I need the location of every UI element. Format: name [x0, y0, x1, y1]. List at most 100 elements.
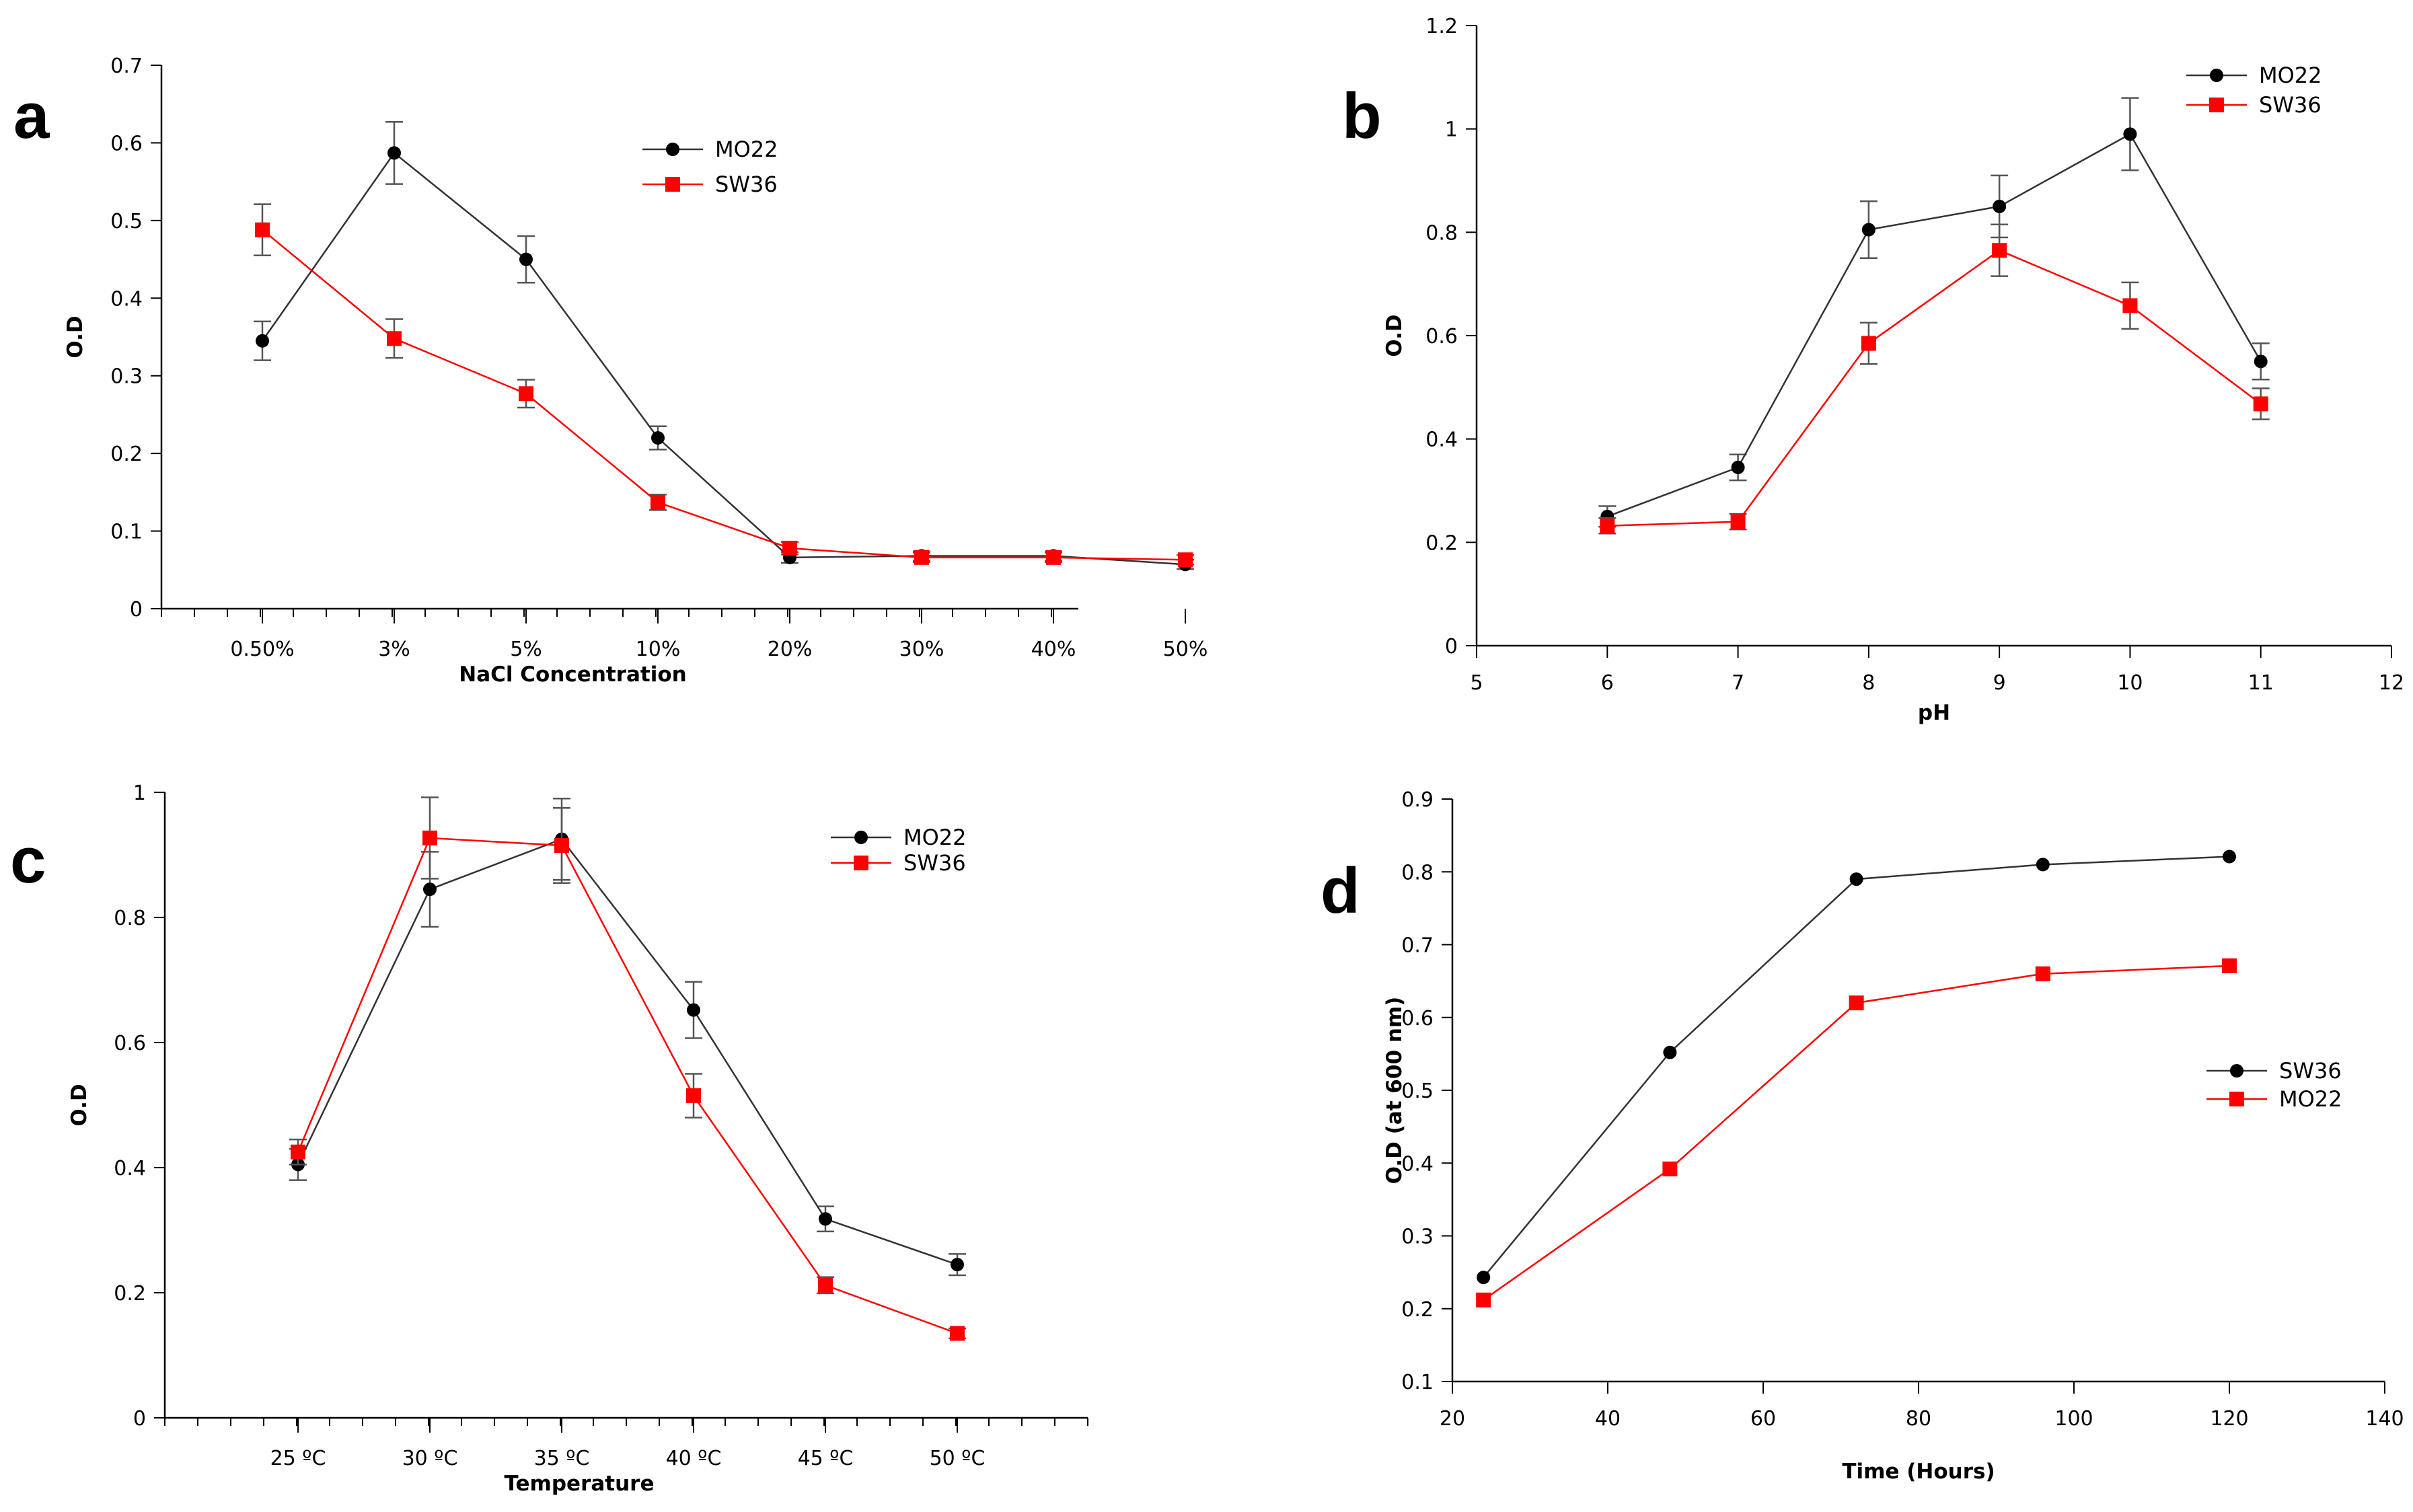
x-tick-label: 9 [1993, 671, 2006, 695]
panel-letter: b [1342, 80, 1382, 152]
data-point [1178, 552, 1193, 568]
data-point [818, 1277, 833, 1293]
y-tick-label: 0.9 [1401, 788, 1434, 812]
y-tick-label: 0.1 [1401, 1371, 1434, 1394]
data-point [519, 252, 533, 266]
data-point [686, 1088, 701, 1104]
x-tick-label: 11 [2248, 671, 2274, 695]
x-tick-label: 8 [1862, 671, 1875, 695]
y-tick-label: 1 [1445, 118, 1458, 142]
legend-label: MO22 [2259, 63, 2322, 88]
data-point [2123, 127, 2137, 141]
x-tick-label: 100 [2054, 1407, 2093, 1431]
y-axis-label: O.D [67, 1084, 91, 1126]
x-tick-label: 50% [1163, 638, 1208, 661]
data-point [914, 550, 929, 565]
y-tick-label: 0.2 [114, 1282, 146, 1306]
legend-label: SW36 [2259, 92, 2322, 118]
y-tick-label: 0 [130, 598, 143, 621]
data-point [1731, 460, 1745, 474]
y-tick-label: 0.3 [1401, 1225, 1434, 1249]
x-tick-label: 3% [378, 638, 410, 661]
series-line [262, 229, 1186, 561]
data-point [782, 540, 797, 556]
legend-marker [2210, 69, 2223, 82]
y-tick-label: 0.5 [1401, 1080, 1434, 1103]
data-point [651, 431, 665, 445]
legend-marker [2230, 1064, 2243, 1078]
series-MO22: MO22 [1476, 958, 2342, 1308]
x-tick-label: 140 [2365, 1407, 2404, 1431]
data-point [1600, 518, 1615, 533]
panel-letter: c [10, 825, 46, 897]
x-tick-label: 20 [1440, 1407, 1465, 1431]
legend-marker [2209, 98, 2224, 112]
y-axis-label: O.D (at 600 nm) [1382, 997, 1407, 1184]
data-point [1476, 1292, 1491, 1308]
x-tick-label: 60 [1750, 1407, 1776, 1431]
x-tick-label: 20% [768, 638, 813, 661]
data-point [423, 882, 437, 897]
data-point [1477, 1271, 1491, 1285]
y-tick-label: 1.2 [1425, 15, 1458, 38]
y-tick-label: 0.1 [110, 521, 143, 544]
data-point [2036, 858, 2050, 872]
panel-letter: d [1321, 855, 1360, 927]
series-line [297, 838, 958, 1266]
x-tick-label: 30 ºC [402, 1447, 458, 1470]
y-tick-label: 0.3 [110, 365, 143, 389]
legend-marker [854, 831, 868, 844]
y-axis-label: O.D [63, 315, 87, 358]
data-point [1861, 223, 1876, 237]
chart-panel-a: a 0 0.1 0.2 0.3 0.4 0.5 0.6 0.7 0.50% 3% 5% 10% 20% 30… [13, 54, 1208, 687]
legend-label: MO22 [903, 825, 967, 850]
y-tick-label: 0 [1445, 635, 1458, 658]
x-tick-label: 40 [1595, 1407, 1621, 1431]
legend-marker [665, 177, 680, 192]
data-point [2222, 958, 2237, 973]
data-point [1849, 872, 1863, 886]
x-axis-label: Time (Hours) [1842, 1460, 1995, 1484]
x-tick-label: 35 ºC [534, 1447, 590, 1470]
x-tick-label: 30% [899, 638, 944, 661]
y-tick-label: 0 [133, 1407, 146, 1431]
data-point [1849, 995, 1864, 1011]
x-tick-label: 10 [2117, 671, 2143, 695]
data-point [2223, 849, 2236, 864]
y-tick-label: 1 [133, 782, 146, 805]
y-tick-label: 0.2 [1401, 1298, 1434, 1322]
data-point [1663, 1045, 1677, 1059]
x-tick-label: 50 ºC [930, 1447, 986, 1470]
data-point [819, 1212, 832, 1226]
y-tick-label: 0.7 [1401, 934, 1434, 958]
series-line [297, 837, 958, 1334]
x-tick-label: 120 [2210, 1407, 2248, 1431]
y-tick-label: 0.4 [1401, 1152, 1434, 1176]
y-tick-label: 0.8 [114, 907, 146, 930]
y-tick-label: 0.2 [1425, 531, 1458, 555]
legend-label: MO22 [2279, 1086, 2342, 1112]
y-tick-label: 0.7 [110, 54, 143, 78]
series-line [1483, 856, 2230, 1279]
x-tick-label: 6 [1601, 671, 1614, 695]
data-point [291, 1144, 305, 1160]
data-point [651, 494, 665, 510]
x-tick-label: 12 [2379, 671, 2404, 695]
data-point [2253, 396, 2268, 412]
data-point [256, 334, 269, 348]
legend-label: MO22 [715, 137, 778, 162]
data-point [950, 1326, 965, 1341]
x-tick-label: 40 ºC [666, 1447, 722, 1470]
chart-panel-c: c 0 0.2 0.4 0.6 0.8 1 25 ºC 30 ºC 35 ºC 40 ºC 45 ºC… [10, 782, 1088, 1496]
x-tick-label: 10% [636, 638, 681, 661]
legend-marker [854, 856, 868, 870]
x-tick-label: 5% [510, 638, 542, 661]
series-SW36: SW36 [1598, 92, 2322, 535]
legend-label: SW36 [715, 172, 778, 197]
x-tick-label: 40% [1031, 638, 1076, 661]
x-tick-label: 80 [1906, 1407, 1931, 1431]
x-axis-label: Temperature [505, 1472, 655, 1496]
data-point [1993, 199, 2007, 213]
data-point [1861, 336, 1876, 351]
data-point [2122, 298, 2138, 313]
